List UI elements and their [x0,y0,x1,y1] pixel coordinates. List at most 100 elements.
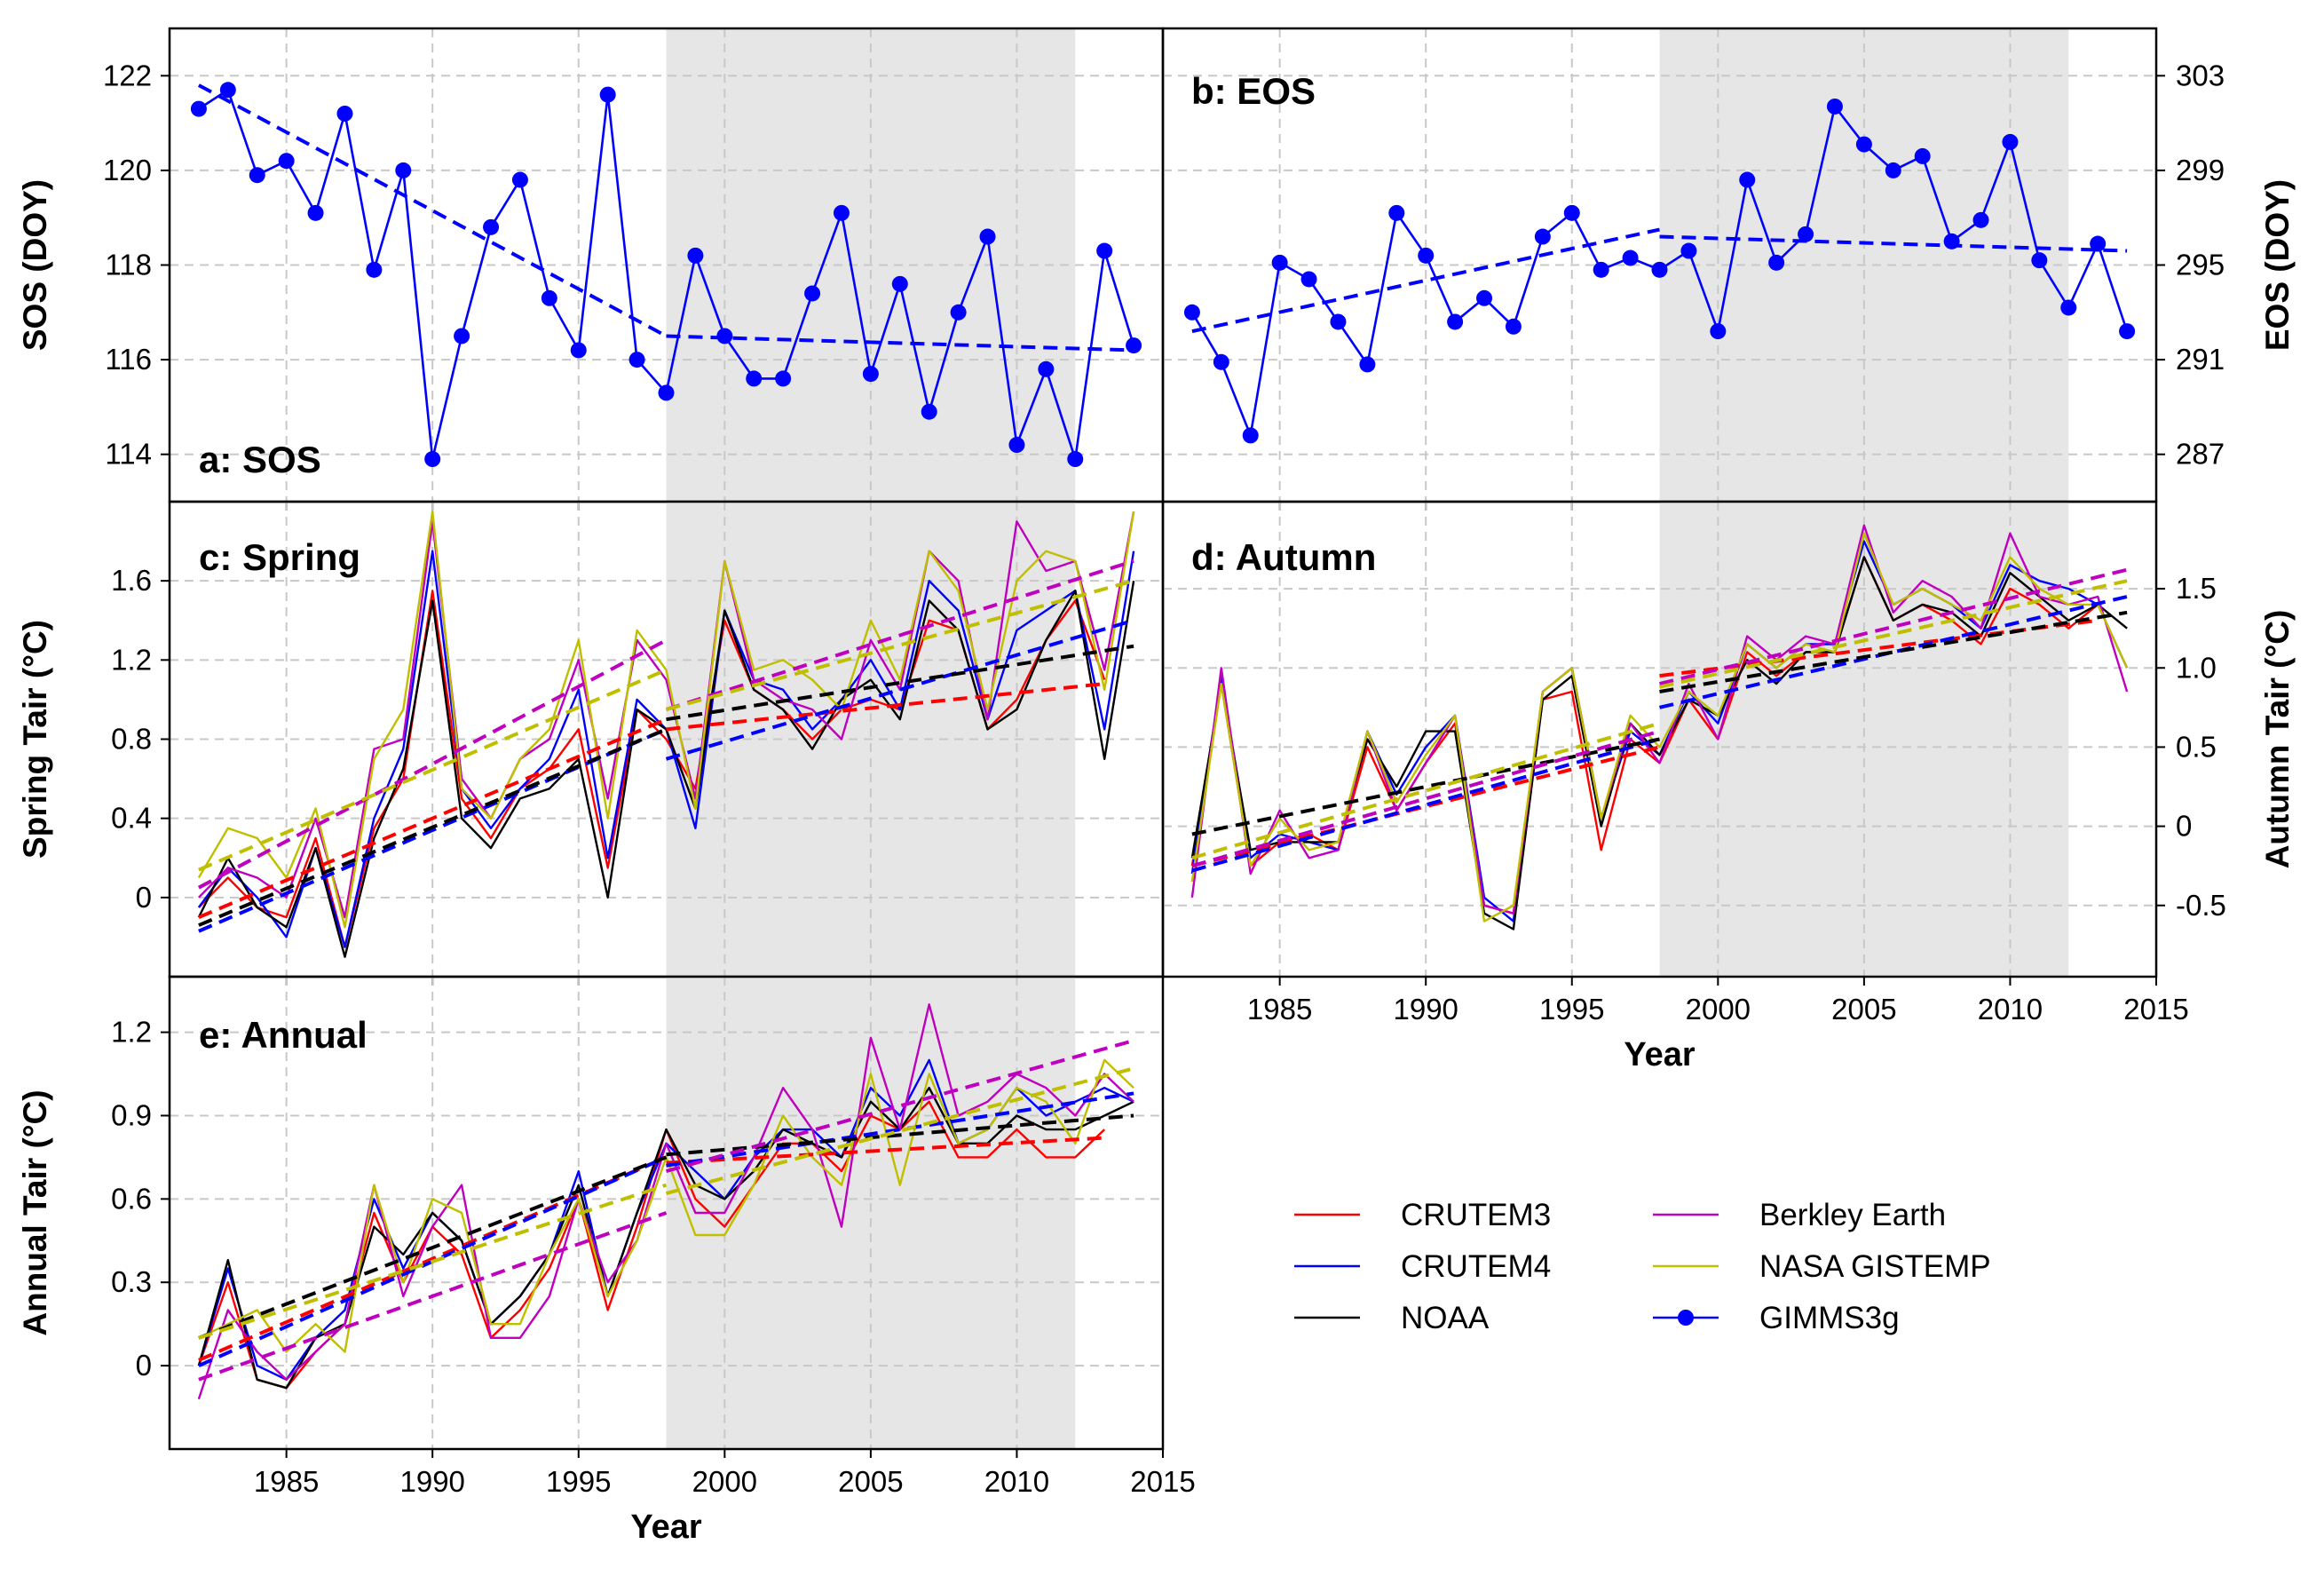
data-point [511,171,528,188]
x-tick-label: 2015 [1130,1465,1195,1498]
data-point [336,105,353,122]
trend-line [1659,567,2128,686]
panel-b: 287 291 295 299 303 b: EOS EOS (DOY) [1161,27,2296,511]
trend-line [1659,610,2128,693]
legend-item-crutem3: CRUTEM3 [1294,1198,1551,1232]
x-axis-label: Year [630,1509,702,1546]
x-tick-label: 1985 [254,1465,319,1498]
trend-line [1659,579,2128,689]
data-point [1476,289,1493,306]
data-point [1418,247,1435,264]
legend-item-crutem4: CRUTEM4 [1294,1249,1551,1284]
panel-title: b: EOS [1191,70,1316,112]
panel-title: c: Spring [199,536,360,578]
trend-line [198,1211,668,1382]
trend-line [666,644,1134,722]
y-tick-label: 1.6 [111,564,152,597]
data-point [2119,323,2136,340]
trend-line [1191,745,1660,868]
y-tick-label: 1.5 [2176,572,2217,605]
trend-line [1191,729,1661,868]
data-point [1242,427,1259,444]
data-point [483,218,500,235]
trend-line [666,1091,1134,1168]
x-tick-label: 2010 [984,1465,1049,1498]
data-point [541,289,557,306]
trend-line [666,1136,1105,1165]
y-tick-label: 0 [136,1349,152,1382]
x-tick-label: 2005 [1831,993,1896,1026]
y-tick-label: 299 [2176,154,2225,186]
legend-label: CRUTEM3 [1401,1198,1551,1232]
panel-title: e: Annual [199,1014,368,1056]
x-tick-label: 1995 [1539,993,1604,1026]
data-point [1330,313,1347,330]
trend-line [666,682,1105,732]
trend-line [1659,234,2128,253]
x-tick-label: 1995 [546,1465,611,1498]
data-point [599,86,616,103]
data-point [190,100,207,117]
x-tick-label: 1990 [1393,993,1458,1026]
data-point [1388,204,1405,221]
trend-line [198,727,668,927]
data-point [1067,451,1084,468]
legend-label: Berkley Earth [1759,1198,1946,1232]
data-point [1710,323,1727,340]
data-point [950,304,967,321]
y-axis-label: Autumn Tair (°C) [2259,610,2296,869]
legend-marker [1678,1310,1694,1326]
x-tick-label: 1990 [399,1465,464,1498]
data-point [746,370,763,387]
y-tick-label: 114 [105,438,152,471]
data-point [1680,242,1697,259]
data-point [278,153,295,170]
y-tick-label: 0.6 [111,1182,152,1215]
trend-line [1191,737,1660,836]
data-point [1739,171,1756,188]
data-point [454,328,470,345]
y-tick-label: 116 [105,343,152,376]
x-tick-label: 2000 [1686,993,1751,1026]
y-tick-label: 122 [103,59,152,91]
trend-line [1191,721,1661,860]
data-point [804,285,821,302]
data-point [891,275,908,292]
trend-line [198,668,668,872]
y-tick-label: 118 [105,249,152,281]
x-tick-label: 2015 [2123,993,2188,1026]
data-point [1447,313,1464,330]
y-tick-label: -0.5 [2176,889,2226,922]
y-axis-label: Spring Tair (°C) [17,620,53,859]
data-point [307,204,324,221]
legend-label: GIMMS3g [1759,1301,1900,1335]
legend-item-nasa-gistemp: NASA GISTEMP [1653,1249,1991,1284]
y-tick-label: 1.2 [111,1016,152,1049]
data-point [1126,337,1142,354]
data-point [2060,299,2077,316]
shaded-period [666,977,1076,1449]
x-tick-label: 2010 [1978,993,2043,1026]
data-point [1213,353,1229,370]
y-tick-label: 295 [2176,249,2225,281]
y-tick-label: 0.4 [111,802,152,835]
panel-d: 1985 1990 1995 2000 2005 2010 2015 -0.5 0 0.5 1.0 1… [1161,500,2296,1073]
trend-line [198,1155,668,1340]
data-point [1505,318,1522,335]
panel-frame [168,975,1165,1451]
panel-frame [1161,500,2158,978]
panel-c: 0 0.4 0.8 1.2 1.6 c: Spring Spring Tair (°C) [17,500,1165,986]
trend-line [665,1039,1134,1173]
data-point [395,162,412,178]
data-point [687,247,704,264]
trend-line [665,558,1134,711]
y-tick-label: 303 [2176,59,2225,91]
y-tick-label: 0 [2176,810,2192,843]
legend-label: CRUTEM4 [1401,1249,1551,1284]
trend-line [666,1113,1134,1157]
plot-area [197,510,1135,958]
trend-line [198,717,668,919]
x-tick-label: 1985 [1247,993,1312,1026]
panel-title: a: SOS [199,439,321,480]
trend-line [198,1183,668,1340]
